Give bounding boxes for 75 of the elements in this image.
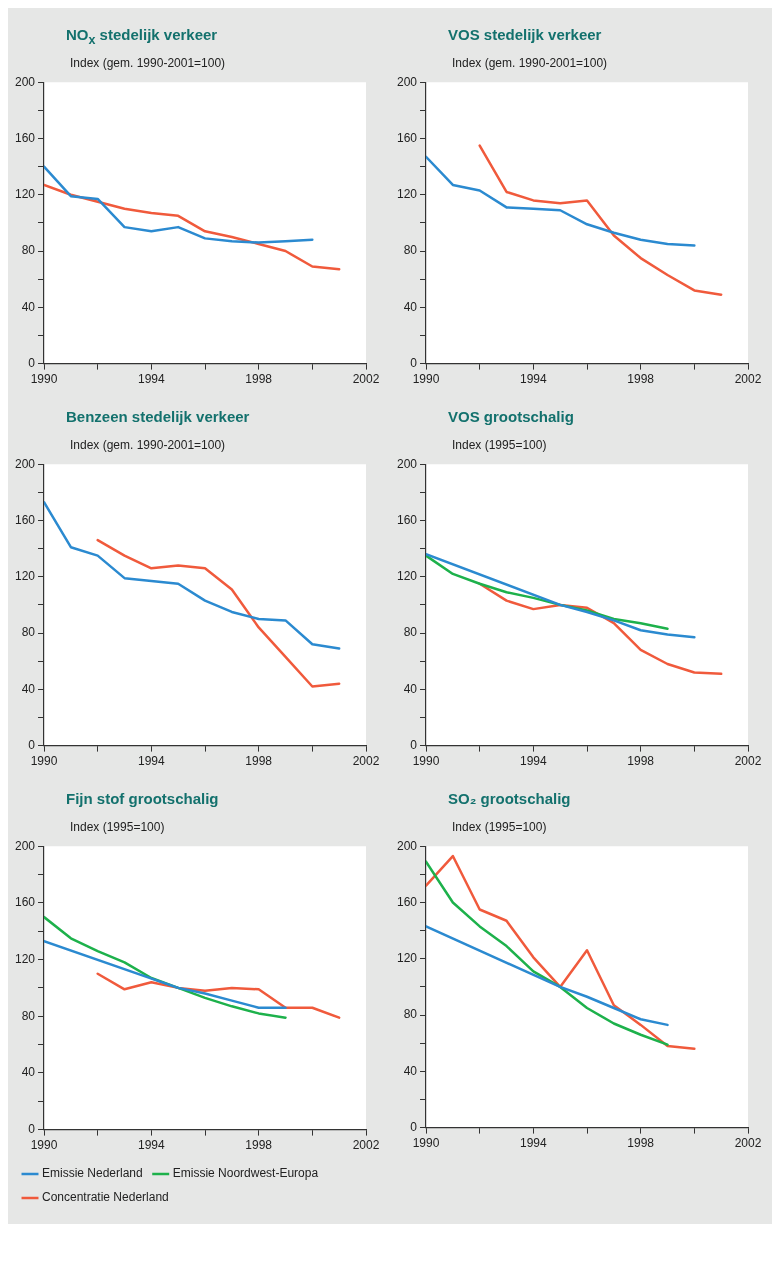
y-tick-label: 200 — [396, 456, 418, 471]
y-tick-label: 40 — [403, 299, 418, 314]
y-tick-label: 200 — [396, 838, 418, 853]
y-tick-label: 80 — [21, 625, 36, 640]
y-tick-label: 160 — [14, 512, 36, 527]
x-tick-label: 1994 — [138, 372, 166, 387]
y-tick-label: 0 — [410, 737, 418, 752]
x-tick-label: 2002 — [352, 1138, 380, 1153]
legend-label: Concentratie Nederland — [42, 1190, 169, 1205]
y-tick-label: 0 — [28, 355, 36, 370]
x-tick-label: 2002 — [734, 1136, 762, 1151]
y-tick-label: 0 — [410, 1119, 418, 1134]
y-tick-label: 80 — [403, 625, 418, 640]
x-tick-label: 1994 — [520, 1136, 548, 1151]
y-tick-label: 40 — [21, 299, 36, 314]
chart-title: NO$_{x}$ stedelijk verkeer — [65, 26, 219, 49]
x-tick-label: 2002 — [352, 372, 380, 387]
y-tick-label: 80 — [403, 1007, 418, 1022]
y-tick-label: 40 — [21, 681, 36, 696]
y-tick-label: 160 — [396, 130, 418, 145]
legend-label: Emissie Noordwest-Europa — [172, 1166, 319, 1181]
x-tick-label: 1998 — [627, 372, 655, 387]
y-tick-label: 160 — [14, 130, 36, 145]
x-tick-label: 2002 — [352, 754, 380, 769]
y-tick-label: 200 — [14, 838, 36, 853]
y-tick-label: 40 — [403, 1063, 418, 1078]
x-tick-label: 2002 — [734, 754, 762, 769]
y-tick-label: 80 — [21, 1008, 36, 1023]
y-tick-label: 40 — [21, 1065, 36, 1080]
x-tick-label: 1998 — [627, 1136, 655, 1151]
y-tick-label: 120 — [396, 187, 418, 202]
y-axis-title: Index (1995=100) — [451, 438, 548, 454]
x-tick-label: 1990 — [412, 1136, 440, 1151]
y-tick-label: 200 — [14, 456, 36, 471]
y-tick-label: 0 — [28, 737, 36, 752]
y-tick-label: 120 — [396, 569, 418, 584]
y-axis-title: Index (gem. 1990-2001=100) — [69, 438, 227, 454]
y-axis-title: Index (1995=100) — [69, 820, 166, 836]
x-tick-label: 1990 — [30, 754, 58, 769]
y-axis-title: Index (gem. 1990-2001=100) — [69, 56, 227, 72]
legend-label: Emissie Nederland — [42, 1166, 143, 1181]
x-tick-label: 1990 — [30, 1138, 58, 1153]
y-tick-label: 200 — [396, 74, 418, 89]
y-tick-label: 40 — [403, 681, 418, 696]
x-tick-label: 1994 — [138, 1138, 166, 1153]
x-tick-label: 1990 — [412, 372, 440, 387]
x-tick-label: 1998 — [245, 1138, 273, 1153]
chart-title: SO₂ grootschalig — [447, 790, 572, 809]
y-tick-label: 160 — [14, 895, 36, 910]
chart-title: Fijn stof grootschalig — [65, 790, 220, 809]
x-tick-label: 1998 — [245, 754, 273, 769]
y-tick-label: 80 — [21, 243, 36, 258]
chart-title: VOS grootschalig — [447, 408, 575, 427]
chart-title: VOS stedelijk verkeer — [447, 26, 603, 45]
x-tick-label: 1994 — [520, 372, 548, 387]
y-tick-label: 120 — [396, 951, 418, 966]
chart-title: Benzeen stedelijk verkeer — [65, 408, 251, 427]
x-tick-label: 1994 — [520, 754, 548, 769]
y-tick-label: 200 — [14, 74, 36, 89]
y-tick-label: 120 — [14, 187, 36, 202]
y-tick-label: 0 — [410, 355, 418, 370]
x-tick-label: 2002 — [734, 372, 762, 387]
y-tick-label: 160 — [396, 894, 418, 909]
y-tick-label: 120 — [14, 951, 36, 966]
y-tick-label: 0 — [28, 1121, 36, 1136]
y-tick-label: 80 — [403, 243, 418, 258]
x-tick-label: 1998 — [627, 754, 655, 769]
x-tick-label: 1994 — [138, 754, 166, 769]
x-tick-label: 1990 — [412, 754, 440, 769]
y-tick-label: 120 — [14, 569, 36, 584]
x-tick-label: 1990 — [30, 372, 58, 387]
y-tick-label: 160 — [396, 512, 418, 527]
y-axis-title: Index (gem. 1990-2001=100) — [451, 56, 609, 72]
x-tick-label: 1998 — [245, 372, 273, 387]
y-axis-title: Index (1995=100) — [451, 820, 548, 836]
